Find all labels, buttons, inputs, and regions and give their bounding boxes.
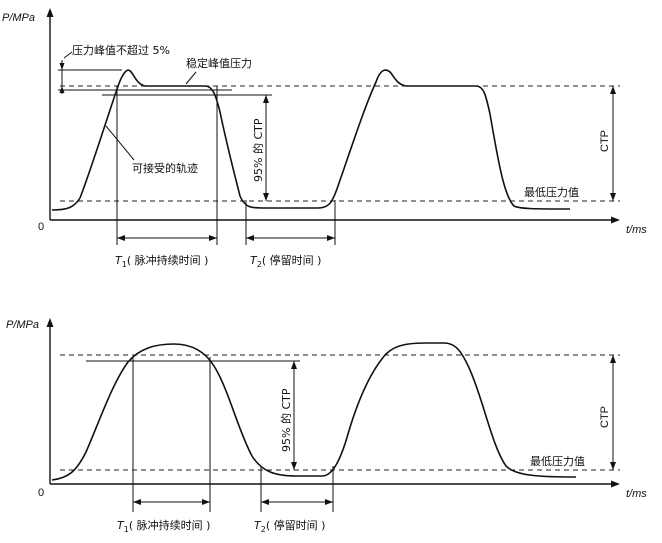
bottom-95pct-label: 95% 的 CTP <box>279 388 293 452</box>
bottom-t1-arrow-right <box>202 499 210 505</box>
top-ctp-label: CTP <box>599 130 611 152</box>
top-stable-leader <box>185 71 197 85</box>
top-5pct-arrow-up <box>59 86 65 93</box>
top-t2-label: T2( 停留时间 ) <box>250 253 321 269</box>
bottom-t2-arrow-left <box>261 499 269 505</box>
bottom-95pct-arrow-up <box>291 361 297 369</box>
bottom-diagram: P/MPa t/ms 0 T1( 脉冲持续时间 ) T2( 停留时间 ) 95%… <box>6 318 647 534</box>
bottom-ctp-arrow-up <box>610 355 616 363</box>
bottom-min-label: 最低压力值 <box>530 455 585 468</box>
bottom-t2-label: T2( 停留时间 ) <box>254 518 325 534</box>
bottom-95pct-arrow-down <box>291 462 297 470</box>
top-trace-label: 可接受的轨迹 <box>132 161 198 175</box>
top-t1-label: T1( 脉冲持续时间 ) <box>115 253 208 269</box>
bottom-origin-label: 0 <box>38 487 44 499</box>
top-y-axis-label: P/MPa <box>2 12 35 24</box>
bottom-t2-arrow-right <box>325 499 333 505</box>
top-diagram: P/MPa t/ms 0 压力峰值不超过 5% 稳定峰值压力 可接受的轨迹 T1… <box>2 8 647 269</box>
top-x-axis-label: t/ms <box>626 224 647 236</box>
bottom-x-axis-label: t/ms <box>626 488 647 500</box>
top-min-label: 最低压力值 <box>524 186 579 199</box>
top-95pct-arrow-up <box>263 95 269 103</box>
top-ctp-arrow-up <box>610 86 616 94</box>
top-5pct-arrow-down <box>59 63 65 70</box>
top-t2-arrow-right <box>327 235 335 241</box>
top-x-axis-arrow <box>611 216 620 224</box>
top-origin-label: 0 <box>38 221 44 233</box>
bottom-y-axis-label: P/MPa <box>6 319 39 331</box>
top-pressure-trace <box>51 69 571 211</box>
top-t1-arrow-left <box>117 235 125 241</box>
top-95pct-label: 95% 的 CTP <box>251 118 265 182</box>
bottom-ctp-arrow-down <box>610 462 616 470</box>
bottom-y-axis-arrow <box>46 318 54 327</box>
top-t1-arrow-right <box>209 235 217 241</box>
bottom-pressure-trace <box>51 342 577 481</box>
top-y-axis-arrow <box>46 8 54 17</box>
top-stable-label: 稳定峰值压力 <box>186 56 252 70</box>
top-5pct-label: 压力峰值不超过 5% <box>72 43 170 57</box>
top-5pct-leader <box>63 51 73 59</box>
top-95pct-arrow-down <box>263 193 269 201</box>
top-t2-arrow-left <box>246 235 254 241</box>
bottom-t1-arrow-left <box>133 499 141 505</box>
bottom-x-axis-arrow <box>611 480 620 488</box>
top-ctp-arrow-down <box>610 193 616 201</box>
bottom-t1-label: T1( 脉冲持续时间 ) <box>117 518 210 534</box>
bottom-ctp-label: CTP <box>599 406 611 428</box>
top-trace-leader <box>105 125 135 161</box>
